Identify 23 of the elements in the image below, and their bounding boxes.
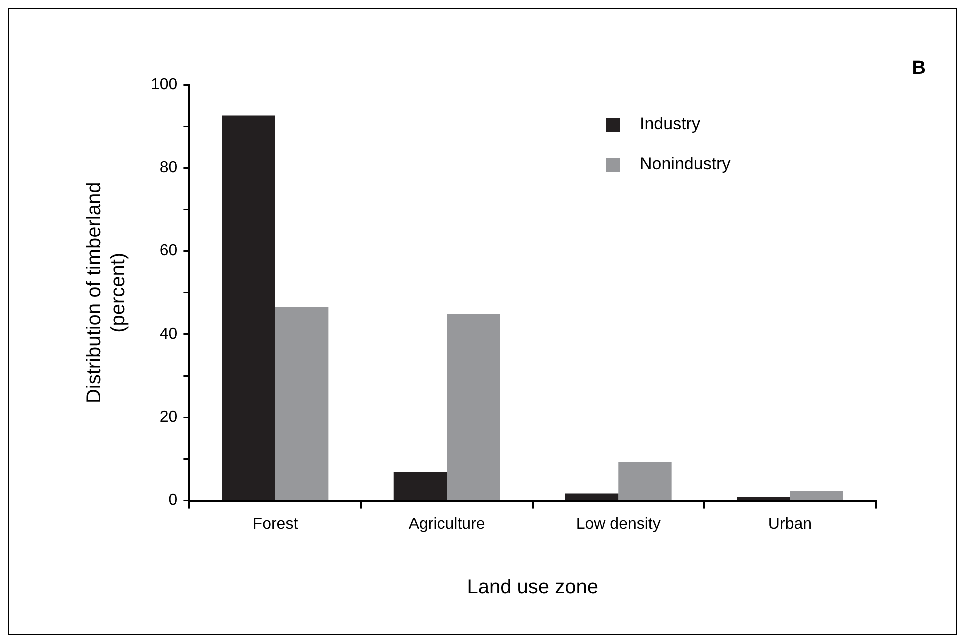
- y-tick-label: 60: [160, 242, 178, 260]
- y-tick-label: 0: [168, 492, 178, 510]
- text: B: [912, 58, 926, 80]
- y-tick-label: 20: [160, 409, 178, 426]
- bar: [565, 494, 619, 500]
- bar: [618, 462, 672, 500]
- y-axis-title: Distribution of timberland (percent): [84, 182, 130, 404]
- legend-label: Nonindustry: [640, 154, 732, 174]
- y-tick-label: 100: [150, 76, 178, 94]
- x-tick-label: Urban: [768, 516, 812, 533]
- x-tick-label: Forest: [252, 516, 299, 533]
- bar: [447, 314, 500, 500]
- bar: [790, 491, 844, 500]
- x-tick-label: Low density: [576, 516, 661, 533]
- bar: [394, 472, 448, 500]
- legend-label: Industry: [640, 114, 701, 134]
- x-tick-label: Agriculture: [408, 516, 486, 533]
- y-tick-label: 80: [160, 160, 178, 177]
- bar: [222, 116, 276, 500]
- bar: [275, 307, 329, 500]
- x-axis-title: Land use zone: [467, 576, 598, 599]
- bar: [737, 497, 790, 500]
- y-tick-label: 40: [160, 326, 178, 343]
